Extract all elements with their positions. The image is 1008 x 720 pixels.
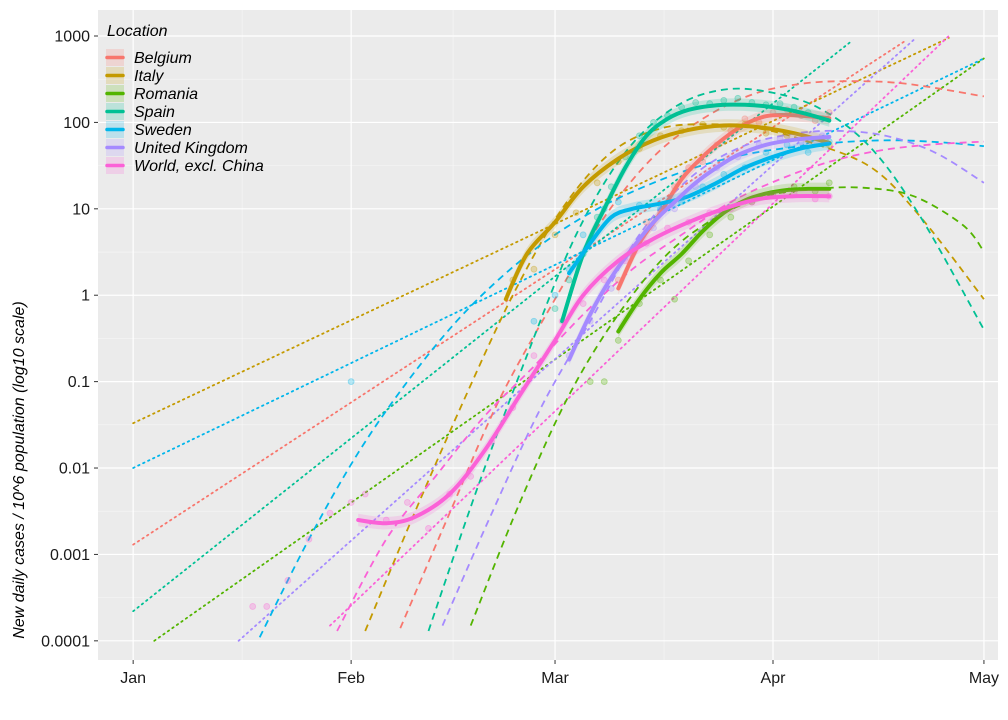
smoothed-fit-layer — [356, 98, 832, 530]
romania-data-point — [685, 257, 693, 265]
united-kingdom-data-point — [607, 284, 615, 292]
legend-label: United Kingdom — [134, 140, 248, 157]
x-tick-label: May — [969, 670, 999, 687]
sweden-smoothed-fit — [567, 141, 832, 276]
y-tick-label: 0.001 — [50, 547, 90, 564]
italy-data-point — [551, 231, 559, 239]
y-tick-label: 0.0001 — [41, 633, 90, 650]
world-excl-china-data-point — [249, 603, 257, 610]
world-excl-china-smoothed-fit — [356, 193, 832, 526]
spain-confidence-band — [562, 98, 830, 328]
plot-panel — [98, 10, 998, 660]
belgium-exponential-fit — [132, 39, 908, 546]
world-excl-china-data-point — [403, 499, 411, 506]
legend-label: Spain — [134, 104, 175, 121]
legend-label: Sweden — [134, 122, 192, 139]
legend-label: Belgium — [134, 50, 192, 67]
spain-data-point — [551, 305, 559, 313]
spain-data-point — [636, 132, 643, 140]
world-excl-china-data-point — [347, 499, 355, 506]
world-excl-china-data-point — [284, 577, 292, 584]
x-tick-label: Mar — [541, 670, 569, 687]
romania-data-point — [586, 378, 594, 386]
legend-item-italy: Italy — [105, 67, 164, 85]
x-tick-label: Apr — [761, 670, 787, 687]
united-kingdom-quadratic-fit — [441, 129, 985, 626]
world-excl-china-data-point — [425, 525, 432, 532]
legend-title: Location — [107, 23, 168, 40]
y-tick-label: 100 — [63, 115, 90, 132]
legend-label: World, excl. China — [134, 158, 264, 175]
spain-smoothed-fit — [560, 102, 832, 324]
y-tick-label: 0.1 — [68, 374, 90, 391]
sweden-quadratic-fit — [258, 139, 984, 638]
legend-item-sweden: Sweden — [105, 121, 192, 139]
sweden-data-point — [347, 378, 355, 386]
world-excl-china-data-point — [579, 300, 587, 307]
romania-exponential-fit — [153, 57, 985, 642]
y-axis-title: New daily cases / 10^6 population (log10… — [11, 301, 28, 638]
romania-data-point — [600, 378, 608, 386]
world-excl-china-data-point — [263, 603, 271, 610]
y-tick-label: 0.01 — [59, 461, 90, 478]
italy-data-point — [530, 265, 538, 273]
legend-label: Romania — [134, 86, 198, 103]
romania-data-point — [657, 276, 664, 284]
y-tick-label: 10 — [72, 201, 90, 218]
spain-data-point — [650, 119, 657, 126]
sweden-data-point — [804, 148, 812, 156]
united-kingdom-data-point — [671, 205, 678, 213]
romania-data-point — [614, 336, 622, 344]
italy-data-point — [762, 129, 770, 137]
world-excl-china-exponential-fit — [329, 35, 950, 627]
romania-data-point — [727, 213, 735, 221]
y-axis: 0.0001 0.001 0.01 0.1 1 10 100 1000 — [41, 29, 98, 650]
legend-item-united-kingdom: United Kingdom — [105, 139, 248, 157]
belgium-quadratic-fit — [399, 80, 985, 629]
sweden-data-point — [530, 317, 538, 325]
world-excl-china-quadratic-fit — [336, 140, 984, 632]
sweden-data-point — [551, 291, 559, 299]
romania-data-point — [671, 295, 678, 303]
legend-item-belgium: Belgium — [105, 49, 192, 67]
x-tick-label: Feb — [337, 670, 365, 687]
legend-item-romania: Romania — [105, 85, 198, 103]
world-excl-china-data-point — [361, 490, 369, 498]
romania-data-point — [706, 231, 714, 239]
world-excl-china-data-point — [530, 352, 538, 360]
world-excl-china-data-point — [600, 276, 608, 284]
legend-item-spain: Spain — [105, 103, 175, 121]
sweden-data-point — [614, 198, 622, 206]
sweden-data-point — [579, 231, 587, 239]
legend: Location BelgiumItalyRomaniaSpainSwedenU… — [105, 23, 264, 175]
world-excl-china-data-point — [326, 509, 334, 517]
sweden-exponential-fit — [132, 57, 985, 469]
belgium-data-point — [741, 115, 749, 123]
italy-smoothed-fit — [503, 123, 832, 302]
romania-data-point — [825, 179, 833, 187]
y-tick-label: 1000 — [54, 29, 90, 46]
grid-lines — [98, 10, 998, 660]
legend-item-world-excl-china: World, excl. China — [105, 157, 264, 175]
belgium-data-point — [825, 109, 833, 116]
x-tick-label: Jan — [120, 670, 146, 687]
italy-data-point — [593, 179, 601, 187]
sweden-data-point — [762, 148, 770, 156]
united-kingdom-smoothed-fit — [567, 134, 832, 362]
italy-exponential-fit — [132, 37, 950, 425]
x-axis: Jan Feb Mar Apr May — [120, 660, 999, 687]
legend-label: Italy — [134, 68, 164, 85]
belgium-data-point — [643, 218, 650, 226]
sweden-confidence-band — [569, 137, 830, 280]
italy-data-point — [572, 209, 580, 217]
romania-smoothed-fit — [616, 186, 832, 334]
spain-data-point — [565, 276, 573, 284]
spain-data-point — [734, 94, 742, 102]
spain-data-point — [692, 99, 700, 106]
spain-exponential-fit — [132, 41, 852, 613]
y-tick-label: 1 — [81, 288, 90, 305]
world-excl-china-data-point — [305, 535, 313, 543]
